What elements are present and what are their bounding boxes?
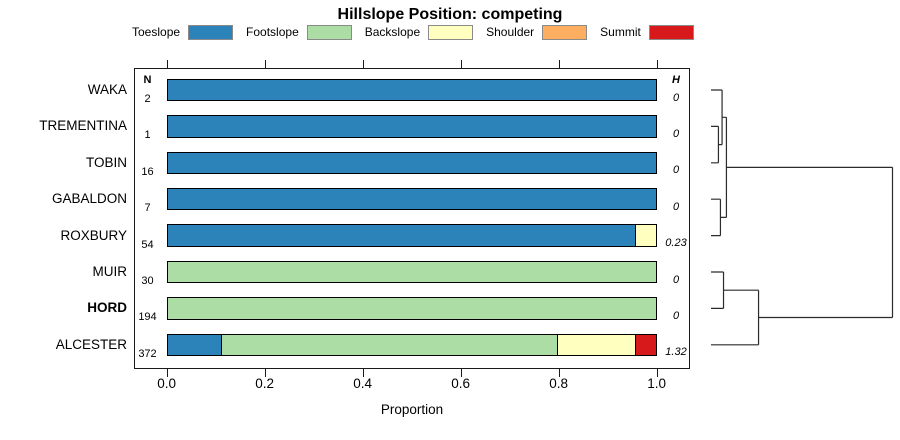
h-value: 0 [672,309,680,322]
bar-segment-toeslope [167,79,656,101]
legend-label: Footslope [246,25,299,39]
x-tick-label: 1.0 [647,376,667,391]
chart-title: Hillslope Position: competing [337,6,563,23]
row-label-trementina: TREMENTINA [39,118,127,134]
bottom-axis-tick [558,368,560,377]
h-value: 0 [672,91,680,104]
h-value: 0.23 [665,237,687,250]
bottom-axis-tick [460,368,462,377]
row-label-tobin: TOBIN [85,154,127,170]
bar-segment-toeslope [167,116,656,137]
n-value: 30 [141,275,154,287]
bar-segment-footslope [167,298,656,319]
bar-segment-toeslope [167,225,636,246]
legend-swatch-summit [648,24,694,40]
bar-gabaldon [166,187,657,211]
bar-segment-summit [635,334,656,356]
bar-segment-backslope [556,334,636,356]
h-column-header: H [672,74,680,86]
h-value: 0 [672,127,680,140]
n-value: 7 [144,202,151,215]
x-tick-label: 0.2 [255,376,275,391]
legend-item-backslope: Backslope [364,24,474,40]
n-value: 372 [138,347,157,360]
x-axis-title: Proportion [380,402,444,417]
legend-item-toeslope: Toeslope [132,24,234,40]
top-axis-tick [460,59,462,68]
x-tick-label: 0.0 [157,376,177,391]
x-tick-label: 0.6 [451,376,471,391]
bar-segment-toeslope [167,188,656,210]
bar-hord [166,297,657,320]
bar-alcester [166,333,657,357]
legend-label: Summit [600,25,641,39]
x-tick-label: 0.4 [353,376,373,391]
h-value: 0 [672,200,680,213]
bar-roxbury [166,224,657,247]
legend-label: Toeslope [132,25,181,39]
row-label-alcester: ALCESTER [55,336,127,352]
row-label-waka: WAKA [87,82,127,97]
n-value: 16 [141,165,154,178]
legend-item-footslope: Footslope [246,24,352,40]
bottom-axis-tick [362,368,364,377]
h-value: 0 [672,164,680,177]
legend-swatch-backslope [428,24,474,40]
bar-segment-toeslope [167,152,656,174]
h-value: 0 [672,273,680,286]
legend-label: Shoulder [486,25,535,39]
bottom-axis-tick [166,368,168,377]
top-axis-tick [362,59,364,68]
n-value: 54 [141,238,154,251]
legend-item-summit: Summit [600,24,694,40]
x-tick-label: 0.8 [549,376,569,391]
n-column-header: N [143,74,152,86]
bar-tobin [166,151,657,175]
top-axis-tick [166,59,168,68]
legend-swatch-shoulder [542,24,588,40]
n-value: 2 [144,93,151,105]
n-value: 1 [144,129,151,142]
bar-muir [166,260,657,284]
bar-waka [166,78,657,102]
bottom-axis-tick [656,368,658,377]
row-label-muir: MUIR [92,264,128,279]
legend: Toeslope Footslope Backslope Shoulder Summit [132,24,694,40]
h-value: 1.32 [665,346,687,359]
bar-segment-footslope [167,261,656,283]
dendrogram-links [711,89,894,346]
legend-swatch-toeslope [188,24,234,40]
bar-segment-footslope [221,334,557,356]
top-axis-tick [656,59,658,68]
bar-segment-backslope [635,225,656,246]
legend-item-shoulder: Shoulder [486,24,588,40]
n-value: 194 [138,311,157,324]
row-label-hord: HORD [87,300,127,316]
plot-box [133,68,690,369]
row-label-gabaldon: GABALDON [51,191,127,207]
bottom-axis-tick [264,368,266,377]
bar-segment-toeslope [167,334,222,356]
row-label-roxbury: ROXBURY [60,227,127,243]
top-axis-tick [264,59,266,68]
bar-trementina [166,115,657,138]
top-axis-tick [558,59,560,68]
legend-swatch-footslope [306,24,352,40]
legend-label: Backslope [364,25,421,39]
